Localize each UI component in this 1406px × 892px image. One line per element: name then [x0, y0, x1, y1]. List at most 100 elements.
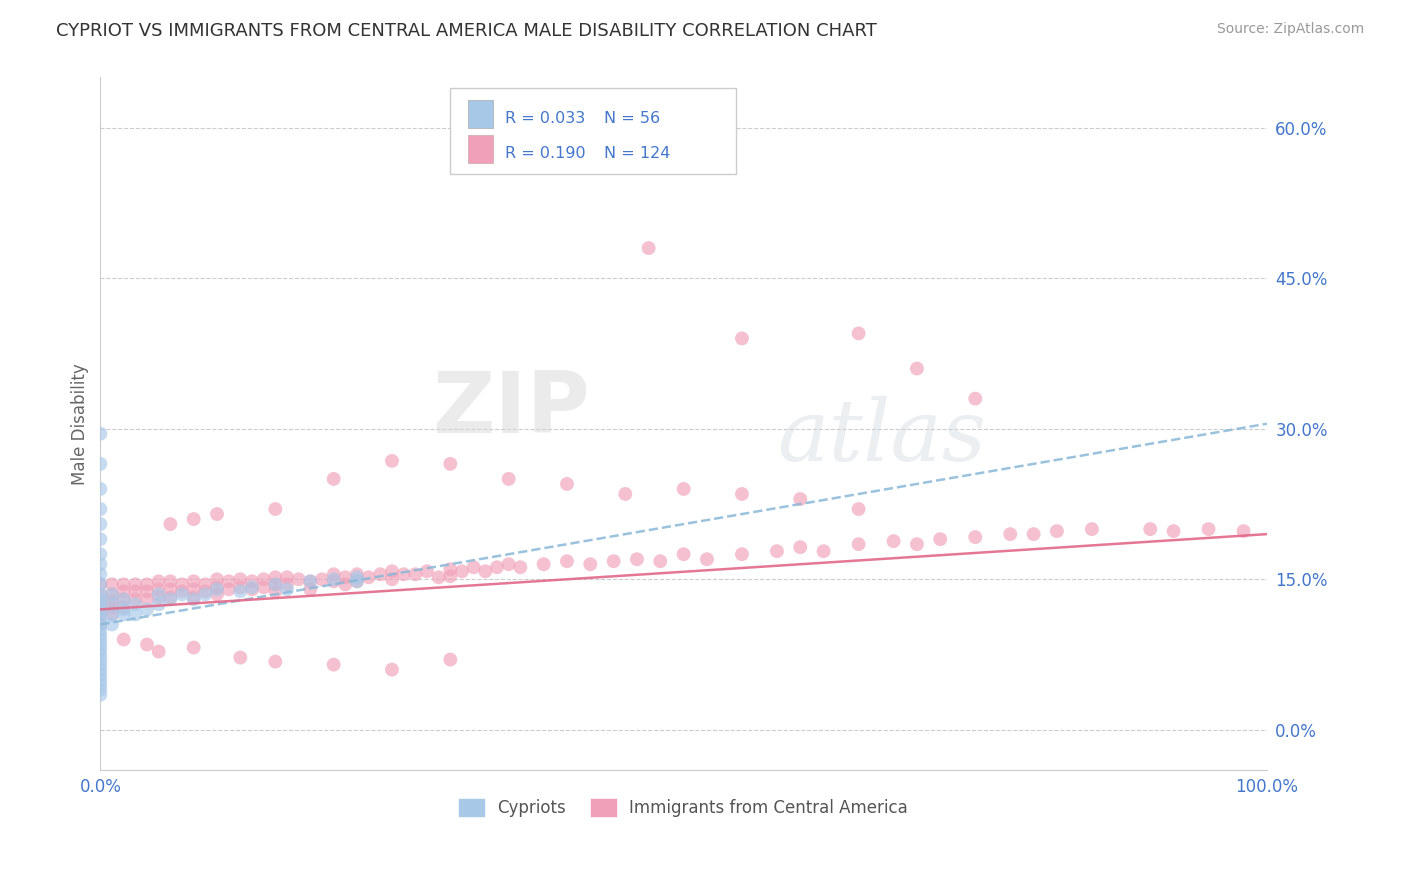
- Point: [789, 540, 811, 554]
- Point: [159, 574, 181, 589]
- Point: [253, 572, 276, 586]
- Point: [451, 564, 474, 578]
- Point: [322, 567, 344, 582]
- Point: [672, 482, 695, 496]
- Point: [474, 564, 496, 578]
- Point: [731, 331, 754, 345]
- Point: [124, 592, 146, 607]
- Point: [101, 587, 124, 601]
- Point: [299, 582, 322, 597]
- Point: [416, 564, 439, 578]
- Point: [89, 577, 111, 591]
- Point: [346, 574, 368, 589]
- Point: [101, 594, 124, 608]
- Point: [1232, 524, 1254, 538]
- Point: [124, 607, 146, 622]
- Point: [498, 558, 520, 572]
- Point: [89, 457, 111, 471]
- Point: [929, 532, 952, 546]
- Point: [264, 584, 287, 599]
- Point: [322, 574, 344, 589]
- Point: [276, 570, 298, 584]
- Point: [322, 572, 344, 586]
- Point: [299, 574, 322, 589]
- Point: [124, 577, 146, 591]
- Point: [346, 570, 368, 584]
- Point: [170, 577, 193, 591]
- Point: [1081, 522, 1104, 536]
- Point: [240, 574, 263, 589]
- Point: [322, 657, 344, 672]
- Point: [148, 574, 170, 589]
- Text: R = 0.190: R = 0.190: [505, 146, 586, 161]
- Point: [485, 560, 508, 574]
- Point: [264, 502, 287, 516]
- Point: [381, 564, 404, 578]
- Point: [89, 623, 111, 637]
- Point: [905, 537, 928, 551]
- Point: [626, 552, 648, 566]
- Point: [112, 632, 135, 647]
- Point: [346, 574, 368, 589]
- Point: [89, 602, 111, 616]
- Point: [205, 580, 228, 594]
- Point: [264, 655, 287, 669]
- Point: [848, 537, 870, 551]
- Point: [205, 582, 228, 597]
- Point: [883, 534, 905, 549]
- Point: [89, 617, 111, 632]
- Point: [229, 584, 252, 599]
- Point: [335, 570, 357, 584]
- Point: [672, 547, 695, 561]
- Point: [112, 584, 135, 599]
- Point: [276, 577, 298, 591]
- Point: [89, 688, 111, 702]
- Point: [170, 587, 193, 601]
- Point: [205, 587, 228, 601]
- Point: [89, 598, 111, 612]
- Point: [905, 361, 928, 376]
- Point: [240, 582, 263, 597]
- Point: [965, 392, 987, 406]
- Point: [112, 592, 135, 607]
- Point: [1046, 524, 1069, 538]
- Text: N = 124: N = 124: [605, 146, 671, 161]
- Point: [614, 487, 637, 501]
- Point: [183, 574, 205, 589]
- Point: [101, 600, 124, 615]
- Point: [89, 502, 111, 516]
- Point: [1000, 527, 1022, 541]
- Point: [183, 512, 205, 526]
- Point: [89, 617, 111, 632]
- Point: [194, 577, 217, 591]
- Point: [299, 574, 322, 589]
- Point: [136, 584, 159, 599]
- Point: [89, 648, 111, 662]
- Point: [89, 517, 111, 532]
- Point: [89, 663, 111, 677]
- Point: [218, 582, 240, 597]
- Point: [439, 652, 461, 666]
- Point: [381, 454, 404, 468]
- Point: [579, 558, 602, 572]
- Point: [89, 673, 111, 687]
- Point: [89, 678, 111, 692]
- Point: [229, 572, 252, 586]
- Point: [170, 584, 193, 599]
- Legend: Cypriots, Immigrants from Central America: Cypriots, Immigrants from Central Americ…: [453, 792, 915, 824]
- Point: [89, 532, 111, 546]
- Point: [89, 632, 111, 647]
- Point: [439, 569, 461, 583]
- Point: [637, 241, 659, 255]
- Point: [766, 544, 789, 558]
- Point: [89, 558, 111, 572]
- FancyBboxPatch shape: [468, 100, 494, 128]
- Point: [148, 582, 170, 597]
- Point: [89, 607, 111, 622]
- Point: [101, 587, 124, 601]
- Text: atlas: atlas: [778, 396, 986, 479]
- Point: [183, 592, 205, 607]
- Point: [439, 457, 461, 471]
- Point: [276, 582, 298, 597]
- Point: [311, 572, 333, 586]
